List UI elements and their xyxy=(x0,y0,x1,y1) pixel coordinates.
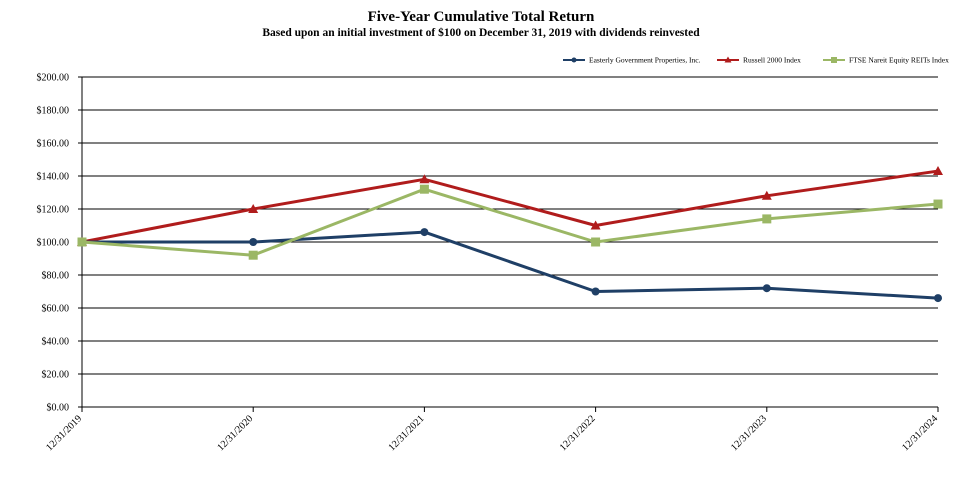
data-point xyxy=(420,228,429,237)
x-tick-label: 12/31/2020 xyxy=(215,413,255,453)
data-point xyxy=(762,214,772,224)
chart-subtitle: Based upon an initial investment of $100… xyxy=(262,27,700,39)
y-tick-label: $140.00 xyxy=(37,172,70,183)
y-tick-label: $80.00 xyxy=(42,271,70,282)
data-point xyxy=(248,250,258,260)
data-point xyxy=(762,284,771,293)
x-tick-label: 12/31/2021 xyxy=(387,413,427,453)
x-tick-label: 12/31/2022 xyxy=(558,413,598,453)
x-tick-label: 12/31/2019 xyxy=(44,413,84,453)
y-tick-label: $200.00 xyxy=(37,73,70,84)
legend: Easterly Government Properties, Inc. Russ… xyxy=(563,56,949,65)
y-tick-label: $100.00 xyxy=(37,238,70,249)
y-tick-label: $20.00 xyxy=(42,370,70,381)
data-point xyxy=(933,199,943,209)
data-point xyxy=(248,204,259,213)
legend-swatch-marker xyxy=(571,57,577,63)
data-point xyxy=(933,166,943,176)
data-point xyxy=(419,184,429,194)
legend-swatch-marker xyxy=(724,56,732,63)
legend-label: Russell 2000 Index xyxy=(743,56,801,65)
y-tick-label: $0.00 xyxy=(47,403,70,414)
y-tick-label: $120.00 xyxy=(37,205,70,216)
x-tick-label: 12/31/2023 xyxy=(729,413,769,453)
gridlines xyxy=(82,76,938,375)
data-point xyxy=(591,237,601,247)
y-tick-label: $160.00 xyxy=(37,139,70,150)
data-point xyxy=(591,287,600,296)
data-point xyxy=(761,190,772,200)
legend-swatch-marker xyxy=(831,57,837,63)
y-tick-label: $40.00 xyxy=(42,337,70,348)
series-line xyxy=(81,187,939,257)
legend-label: Easterly Government Properties, Inc. xyxy=(589,56,701,65)
data-point xyxy=(590,220,601,230)
data-point xyxy=(249,238,258,246)
data-point xyxy=(77,237,87,247)
series-lines xyxy=(77,166,943,303)
series-line xyxy=(82,230,939,300)
x-tick-label: 12/31/2024 xyxy=(900,413,940,453)
data-point xyxy=(419,174,430,184)
y-tick-label: $180.00 xyxy=(37,106,70,117)
series-line xyxy=(81,169,939,244)
data-point xyxy=(934,294,942,303)
chart-title: Five-Year Cumulative Total Return xyxy=(367,9,595,25)
legend-label: FTSE Nareit Equity REITs Index xyxy=(849,56,949,65)
y-tick-label: $60.00 xyxy=(42,304,70,315)
y-axis-ticks: $0.00 $20.00 $40.00 $60.00 $80.00 $100.00 $120… xyxy=(37,73,82,414)
x-axis-ticks: 12/31/2019 12/31/2020 12/31/2021 12/31/2022… xyxy=(44,407,940,453)
